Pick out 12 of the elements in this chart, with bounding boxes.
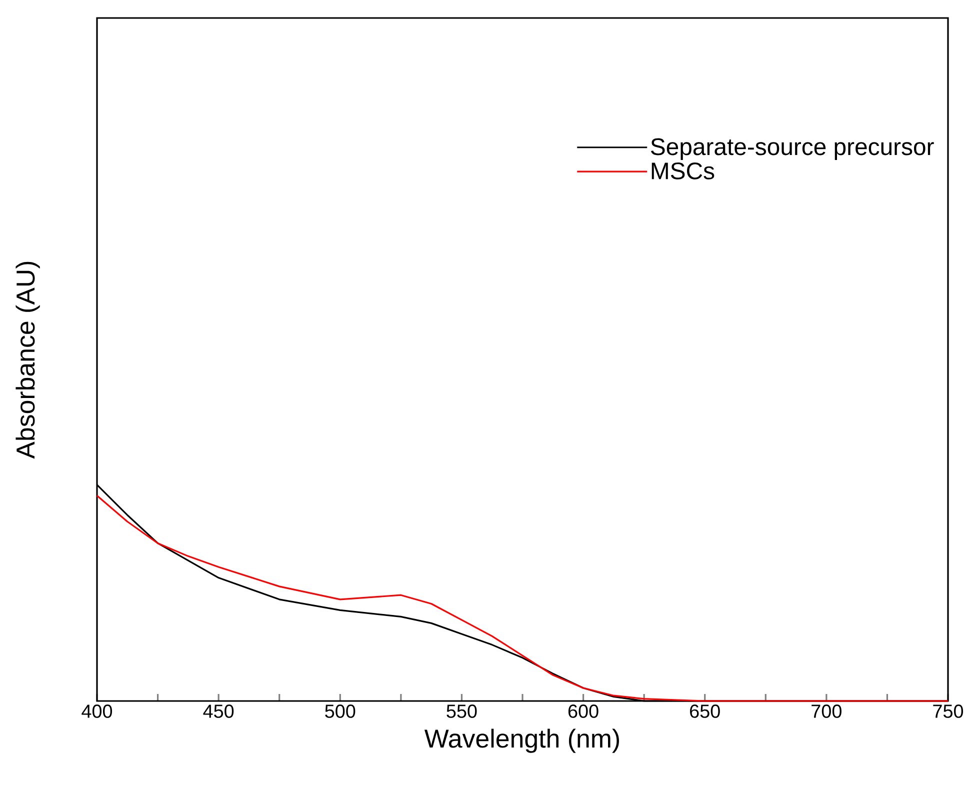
legend-label: Separate-source precursor	[650, 138, 934, 160]
x-tick-label: 650	[690, 704, 720, 718]
x-tick-label: 750	[933, 704, 964, 718]
x-tick-label: 450	[203, 704, 234, 718]
x-tick-label: 700	[812, 704, 842, 718]
legend-label: MSCs	[652, 162, 714, 180]
x-tick-label: 500	[325, 704, 356, 718]
x-tick-label: 550	[446, 704, 477, 718]
y-axis-title: Absorbance (AU)	[16, 262, 40, 459]
x-tick-label: 600	[568, 704, 598, 718]
x-axis-title: Wavelength (nm)	[424, 728, 619, 753]
x-tick-label: 400	[82, 704, 112, 718]
